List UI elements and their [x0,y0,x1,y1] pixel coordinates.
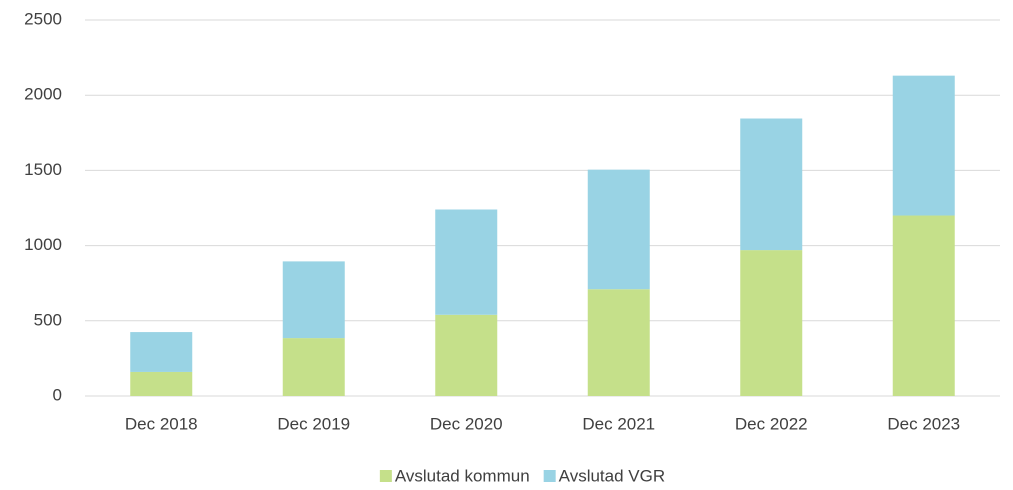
bar-segment [587,289,650,396]
y-tick-label: 0 [53,385,62,404]
x-tick-label: Dec 2022 [735,414,808,433]
bar-segment [130,332,193,372]
bar-segment [740,118,803,251]
y-tick-label: 1500 [24,160,62,179]
bar-segment [587,169,650,290]
x-tick-label: Dec 2018 [125,414,198,433]
bar-segment [892,75,955,216]
bar-segment [282,338,345,396]
y-tick-label: 2000 [24,85,62,104]
legend-label: Avslutad kommun [395,466,530,485]
x-tick-label: Dec 2020 [430,414,503,433]
bar-segment [435,314,498,396]
legend-label: Avslutad VGR [559,466,665,485]
y-tick-label: 500 [34,310,62,329]
bar-segment [892,215,955,396]
legend-swatch [379,470,392,482]
y-tick-label: 2500 [24,9,62,28]
bar-segment [740,250,803,396]
y-tick-label: 1000 [24,235,62,254]
legend-swatch [543,470,556,482]
bar-segment [130,371,193,396]
x-tick-label: Dec 2023 [887,414,960,433]
bar-segment [282,261,345,339]
x-tick-label: Dec 2019 [277,414,350,433]
x-tick-label: Dec 2021 [582,414,655,433]
bar-segment [435,209,498,315]
